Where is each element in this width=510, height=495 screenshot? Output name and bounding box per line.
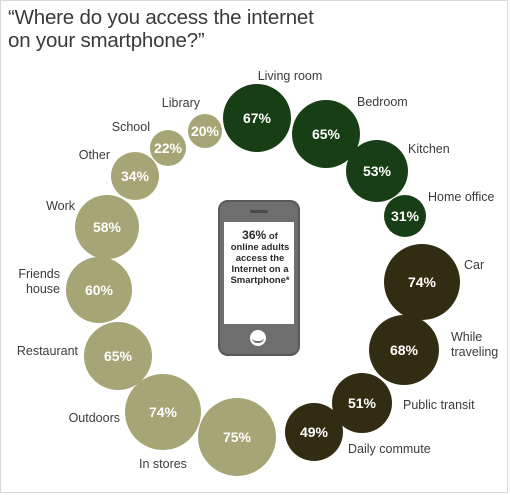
value-label-outdoors: 74% [149, 404, 178, 420]
phone-stat-text: of online adults access the Internet on … [230, 231, 290, 286]
category-label-other: Other [79, 148, 110, 162]
chart-title: “Where do you access the internet on you… [8, 6, 314, 52]
smartphone-illustration: 36% of online adults access the Internet… [218, 200, 300, 356]
category-label-bedroom: Bedroom [357, 95, 408, 109]
value-label-home-office: 31% [391, 208, 420, 224]
value-label-kitchen: 53% [363, 163, 392, 179]
value-label-restaurant: 65% [104, 348, 133, 364]
category-label-work: Work [46, 199, 76, 213]
value-label-work: 58% [93, 219, 122, 235]
value-label-car: 74% [408, 274, 437, 290]
category-label-public-transit: Public transit [403, 398, 475, 412]
category-label-library: Library [162, 96, 201, 110]
bubble-school [150, 130, 186, 166]
bubble-work [75, 195, 139, 259]
category-label-outdoors: Outdoors [69, 411, 120, 425]
bubble-daily-commute [285, 403, 343, 461]
value-label-library: 20% [191, 123, 220, 139]
bubble-friends-house [66, 257, 132, 323]
category-label-while-traveling: While traveling [451, 330, 498, 359]
value-label-daily-commute: 49% [300, 424, 329, 440]
bubble-restaurant [84, 322, 152, 390]
bubble-outdoors [125, 374, 201, 450]
category-label-friends-house: Friends house [18, 267, 60, 296]
value-label-in-stores: 75% [223, 429, 252, 445]
category-label-car: Car [464, 258, 484, 272]
phone-speaker [250, 210, 268, 213]
value-label-public-transit: 51% [348, 395, 377, 411]
phone-home-button [250, 330, 266, 346]
value-label-bedroom: 65% [312, 126, 341, 142]
category-label-in-stores: In stores [139, 457, 187, 471]
bubble-other [111, 152, 159, 200]
category-label-kitchen: Kitchen [408, 142, 450, 156]
phone-screen-text: 36% of online adults access the Internet… [228, 228, 292, 286]
bubble-library [188, 114, 222, 148]
bubble-car [384, 244, 460, 320]
phone-screen: 36% of online adults access the Internet… [224, 222, 294, 324]
category-label-home-office: Home office [428, 190, 495, 204]
bubble-kitchen [346, 140, 408, 202]
bubble-public-transit [332, 373, 392, 433]
value-label-friends-house: 60% [85, 282, 114, 298]
bubble-while-traveling [369, 315, 439, 385]
category-label-daily-commute: Daily commute [348, 442, 431, 456]
category-label-school: School [112, 120, 150, 134]
category-label-living-room: Living room [258, 69, 323, 83]
bubble-home-office [384, 195, 426, 237]
bubble-living-room [223, 84, 291, 152]
value-label-living-room: 67% [243, 110, 272, 126]
value-label-school: 22% [154, 140, 183, 156]
phone-stat-percent: 36% [242, 228, 267, 242]
category-label-restaurant: Restaurant [17, 344, 79, 358]
bubble-in-stores [198, 398, 276, 476]
bubble-bedroom [292, 100, 360, 168]
value-label-while-traveling: 68% [390, 342, 419, 358]
value-label-other: 34% [121, 168, 150, 184]
